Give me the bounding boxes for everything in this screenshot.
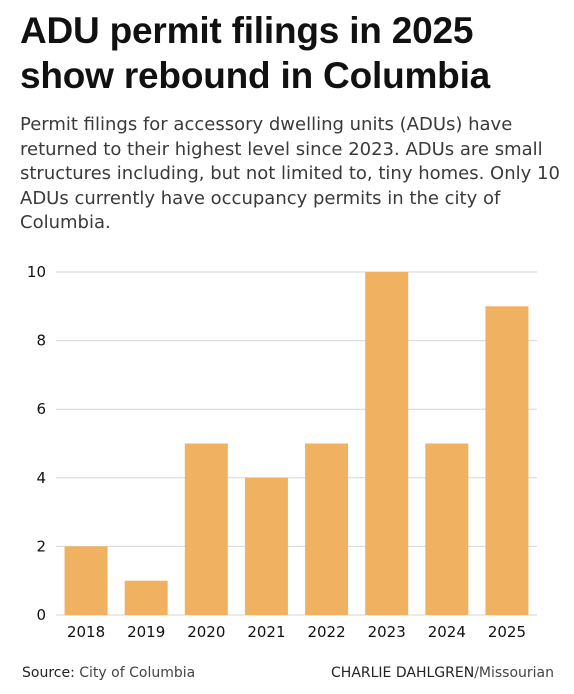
x-tick-label: 2025 [488, 623, 526, 641]
bar-2018 [64, 546, 108, 615]
bar-2021 [244, 477, 288, 615]
y-tick-label: 4 [36, 469, 46, 487]
byline-credit: CHARLIE DAHLGREN/Missourian [331, 664, 554, 682]
x-tick-label: 2020 [187, 623, 225, 641]
bar-2020 [184, 443, 228, 615]
y-tick-label: 10 [27, 263, 46, 281]
y-axis-ticks: 0 2 4 6 8 10 [27, 263, 46, 624]
source-value: City of Columbia [79, 665, 196, 681]
bar-2025 [485, 306, 529, 615]
source-credit: Source: City of Columbia [22, 664, 195, 682]
x-tick-label: 2021 [247, 623, 285, 641]
bar-2022 [305, 443, 349, 615]
y-tick-label: 6 [36, 400, 46, 418]
x-tick-label: 2023 [368, 623, 406, 641]
x-tick-label: 2022 [307, 623, 345, 641]
bars [64, 272, 529, 615]
x-tick-label: 2018 [67, 623, 105, 641]
headline: ADU permit filings in 2025 show rebound … [20, 10, 491, 96]
source-label: Source: [22, 665, 75, 681]
y-tick-label: 2 [36, 537, 46, 555]
bar-chart: 0 2 4 6 8 10 2018 2019 2020 2021 2022 2023 2024 2025 [27, 263, 537, 641]
dek-text: Permit filings for accessory dwelling un… [20, 114, 560, 233]
x-axis-ticks: 2018 2019 2020 2021 2022 2023 2024 2025 [67, 623, 526, 641]
y-tick-label: 8 [36, 332, 46, 350]
bar-2024 [425, 443, 469, 615]
bar-2019 [124, 580, 168, 615]
credit-name: CHARLIE DAHLGREN [331, 665, 475, 681]
credit-outlet: /Missourian [474, 665, 554, 681]
x-tick-label: 2024 [428, 623, 466, 641]
y-tick-label: 0 [36, 606, 46, 624]
x-tick-label: 2019 [127, 623, 165, 641]
bar-2023 [365, 272, 409, 615]
